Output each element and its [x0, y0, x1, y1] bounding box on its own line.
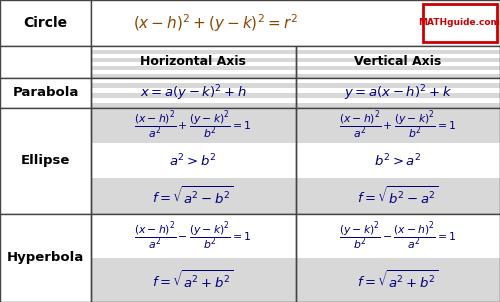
- Bar: [0, 0, 91, 46]
- Text: Parabola: Parabola: [12, 86, 78, 99]
- Bar: [91, 0, 500, 46]
- Text: $\dfrac{(x-h)^2}{a^2}-\dfrac{(y-k)^2}{b^2}=1$: $\dfrac{(x-h)^2}{a^2}-\dfrac{(y-k)^2}{b^…: [134, 220, 252, 252]
- Bar: [91, 66, 296, 70]
- Bar: [296, 258, 500, 302]
- Bar: [296, 108, 500, 143]
- Bar: [422, 4, 496, 42]
- Bar: [296, 66, 500, 70]
- Text: Circle: Circle: [24, 16, 68, 30]
- Bar: [91, 258, 296, 302]
- Bar: [296, 78, 500, 108]
- Bar: [91, 54, 296, 58]
- Bar: [91, 93, 296, 98]
- Bar: [296, 108, 500, 214]
- Bar: [296, 214, 500, 302]
- Bar: [296, 46, 500, 78]
- Bar: [296, 178, 500, 214]
- Bar: [91, 46, 296, 78]
- Bar: [296, 62, 500, 66]
- Text: $\dfrac{(x-h)^2}{a^2}+\dfrac{(y-k)^2}{b^2}=1$: $\dfrac{(x-h)^2}{a^2}+\dfrac{(y-k)^2}{b^…: [134, 110, 252, 141]
- Text: $f = \sqrt{a^2+b^2}$: $f = \sqrt{a^2+b^2}$: [152, 269, 234, 291]
- Bar: [296, 143, 500, 178]
- Bar: [296, 83, 500, 88]
- Text: Hyperbola: Hyperbola: [7, 251, 84, 264]
- Text: MATHguide.com: MATHguide.com: [418, 18, 500, 27]
- Text: Ellipse: Ellipse: [21, 154, 70, 167]
- Bar: [296, 78, 500, 83]
- Bar: [296, 214, 500, 258]
- Bar: [91, 88, 296, 93]
- Text: $\dfrac{(x-h)^2}{a^2}+\dfrac{(y-k)^2}{b^2}=1$: $\dfrac{(x-h)^2}{a^2}+\dfrac{(y-k)^2}{b^…: [339, 110, 456, 141]
- Text: Horizontal Axis: Horizontal Axis: [140, 55, 246, 68]
- Bar: [91, 46, 296, 50]
- Bar: [91, 143, 296, 178]
- Text: $f = \sqrt{a^2-b^2}$: $f = \sqrt{a^2-b^2}$: [152, 185, 234, 207]
- Bar: [296, 98, 500, 103]
- Bar: [91, 214, 296, 302]
- Bar: [0, 46, 91, 78]
- Text: $y = a(x-h)^2 + k$: $y = a(x-h)^2 + k$: [344, 83, 452, 102]
- Bar: [0, 214, 91, 302]
- Bar: [91, 62, 296, 66]
- Bar: [296, 74, 500, 78]
- Text: $f = \sqrt{a^2+b^2}$: $f = \sqrt{a^2+b^2}$: [357, 269, 438, 291]
- Bar: [0, 78, 91, 108]
- Bar: [91, 98, 296, 103]
- Bar: [91, 103, 296, 108]
- Text: $b^2 > a^2$: $b^2 > a^2$: [374, 153, 422, 169]
- Bar: [91, 70, 296, 74]
- Text: $f = \sqrt{b^2-a^2}$: $f = \sqrt{b^2-a^2}$: [357, 185, 438, 207]
- Bar: [296, 54, 500, 58]
- Text: $a^2 > b^2$: $a^2 > b^2$: [170, 153, 217, 169]
- Bar: [91, 83, 296, 88]
- Bar: [91, 50, 296, 54]
- Bar: [91, 214, 296, 258]
- Bar: [91, 78, 296, 83]
- Bar: [296, 88, 500, 93]
- Text: Vertical Axis: Vertical Axis: [354, 55, 442, 68]
- Bar: [91, 74, 296, 78]
- Text: $\dfrac{(y-k)^2}{b^2}-\dfrac{(x-h)^2}{a^2}=1$: $\dfrac{(y-k)^2}{b^2}-\dfrac{(x-h)^2}{a^…: [339, 220, 456, 252]
- Text: $(x-h)^2 + (y-k)^2 = r^2$: $(x-h)^2 + (y-k)^2 = r^2$: [133, 12, 298, 34]
- Bar: [296, 58, 500, 62]
- Bar: [0, 108, 91, 214]
- Bar: [91, 108, 296, 143]
- Bar: [296, 46, 500, 50]
- Bar: [296, 103, 500, 108]
- Text: $x = a(y-k)^2 + h$: $x = a(y-k)^2 + h$: [140, 83, 246, 102]
- Bar: [296, 70, 500, 74]
- Bar: [91, 78, 296, 108]
- Bar: [296, 50, 500, 54]
- Bar: [91, 58, 296, 62]
- Bar: [91, 108, 296, 214]
- Bar: [296, 93, 500, 98]
- Bar: [91, 178, 296, 214]
